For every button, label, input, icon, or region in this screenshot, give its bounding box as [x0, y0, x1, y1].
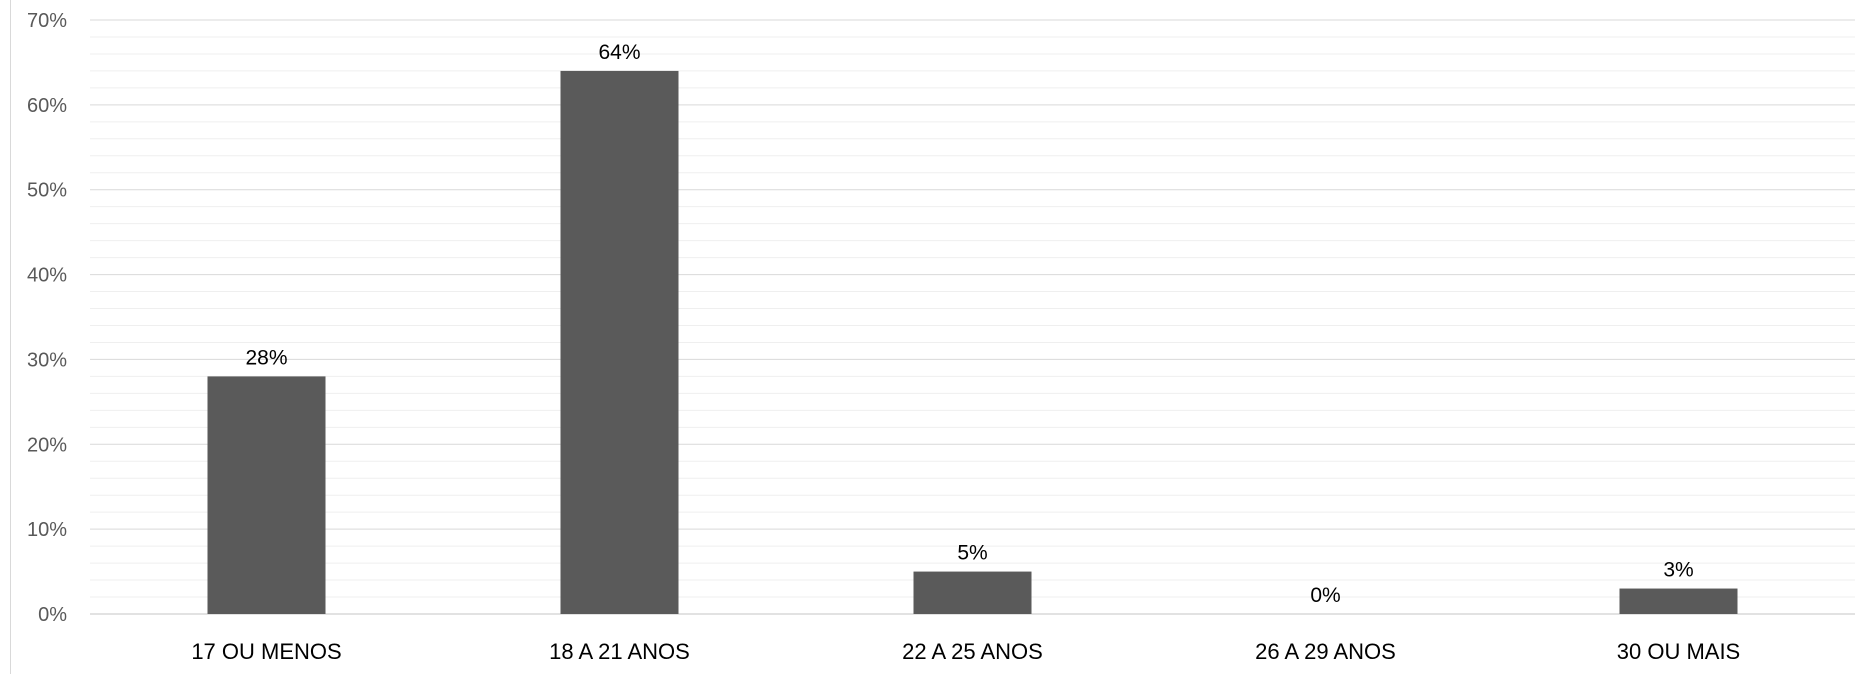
- bars: [207, 70, 1738, 614]
- y-tick-label: 30%: [27, 349, 67, 371]
- x-category-label: 18 A 21 ANOS: [549, 639, 690, 664]
- x-category-label: 22 A 25 ANOS: [902, 639, 1043, 664]
- bar: [207, 376, 326, 614]
- x-category-label: 30 OU MAIS: [1617, 639, 1740, 664]
- y-axis-tick-labels: 0% 10% 20% 30% 40% 50% 60% 70%: [27, 10, 67, 626]
- bar: [560, 70, 679, 614]
- y-tick-label: 50%: [27, 180, 67, 202]
- data-label: 0%: [1310, 584, 1340, 607]
- y-tick-label: 70%: [27, 10, 67, 32]
- y-tick-label: 60%: [27, 95, 67, 117]
- y-tick-label: 0%: [38, 604, 67, 626]
- x-category-label: 17 OU MENOS: [191, 639, 341, 664]
- data-label: 3%: [1663, 559, 1693, 582]
- data-label: 28%: [245, 346, 287, 369]
- chart-frame-left-edge: [10, 0, 11, 674]
- bar: [1619, 588, 1738, 614]
- y-tick-label: 10%: [27, 519, 67, 541]
- data-labels: 28% 64% 5% 0% 3%: [245, 41, 1693, 607]
- bar: [913, 571, 1032, 614]
- x-axis-category-labels: 17 OU MENOS 18 A 21 ANOS 22 A 25 ANOS 26 A …: [191, 639, 1740, 664]
- gridlines: [90, 19, 1855, 615]
- data-label: 5%: [957, 542, 987, 565]
- data-label: 64%: [598, 41, 640, 64]
- y-tick-label: 40%: [27, 265, 67, 287]
- x-category-label: 26 A 29 ANOS: [1255, 639, 1396, 664]
- y-tick-label: 20%: [27, 434, 67, 456]
